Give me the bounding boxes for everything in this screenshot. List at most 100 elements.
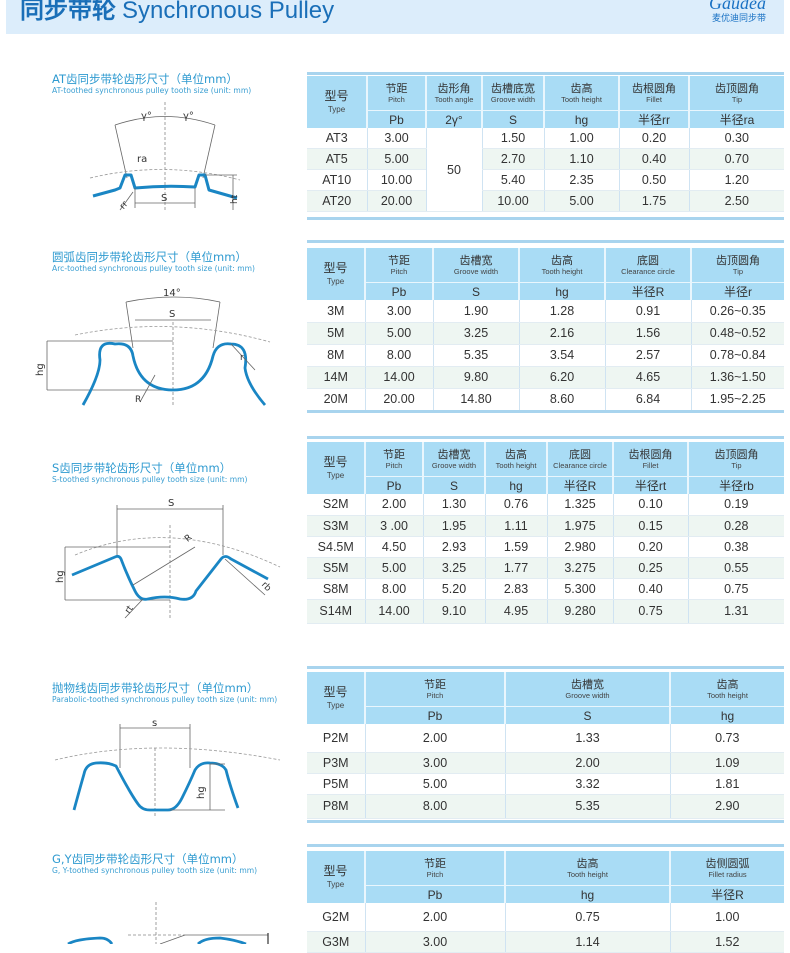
arc-header-height: 齿高 Tooth height <box>518 248 605 283</box>
gy-title-en: G, Y-toothed synchronous pulley tooth si… <box>52 866 258 875</box>
table-row: S8M 8.00 5.20 2.83 5.300 0.40 0.75 <box>307 578 784 600</box>
arc-title-cn: 圆弧齿同步带轮齿形尺寸（单位mm） <box>52 250 247 264</box>
arc-table: 型号 Type 节距 Pitch 齿槽宽 Groove width 齿高 Tooth h… <box>307 248 784 411</box>
parabolic-header-type: 型号 Type <box>307 672 365 724</box>
arc-table-topline <box>307 240 784 243</box>
at-header-pitch: 节距 Pitch <box>366 76 426 111</box>
brand-logo: Gaudea 麦优迪同步带 <box>709 0 766 25</box>
s-table: 型号 Type 节距 Pitch 齿槽宽 Groove width 齿高 Tooth h… <box>307 442 784 624</box>
at-sym-s: S <box>481 110 544 128</box>
table-row: 5M 5.00 3.25 2.16 1.56 0.48~0.52 <box>307 322 784 345</box>
parabolic-header-groove: 齿槽宽 Groove width <box>504 672 670 707</box>
table-row: 20M 20.00 14.80 8.60 6.84 1.95~2.25 <box>307 388 784 411</box>
at-table-topline <box>307 72 784 75</box>
at-header-angle: 齿形角 Tooth angle <box>425 76 482 111</box>
header-banner: 同步带轮 Synchronous Pulley Gaudea 麦优迪同步带 <box>6 0 784 34</box>
gy-header-pitch: 节距 Pitch <box>364 851 505 886</box>
page-title-cn: 同步带轮 <box>20 0 116 24</box>
arc-tooth-diagram: 14° S hg R r <box>35 288 271 406</box>
r-big-label: R <box>183 533 194 545</box>
r-small-label: r <box>240 353 244 363</box>
table-row: S3M 3 .00 1.95 1.11 1.975 0.15 0.28 <box>307 515 784 537</box>
s-label: S <box>168 498 174 509</box>
s-header-clearance: 底圆 Clearance circle <box>546 442 613 477</box>
arc-sym-hg: hg <box>518 282 605 300</box>
parabolic-table: 型号 Type 节距 Pitch 齿槽宽 Groove width 齿高 Tooth h… <box>307 672 784 819</box>
arc-section-title: 圆弧齿同步带轮齿形尺寸（单位mm） Arc-toothed synchronou… <box>52 250 255 274</box>
table-row: G2M 2.00 0.75 1.00 <box>307 903 784 932</box>
table-row: S4.5M 4.50 2.93 1.59 2.980 0.20 0.38 <box>307 536 784 558</box>
table-row: P8M 8.00 5.35 2.90 <box>307 794 784 819</box>
table-row: P2M 2.00 1.33 0.73 <box>307 724 784 753</box>
parabolic-sym-pb: Pb <box>364 706 505 724</box>
arc-header-groove: 齿槽宽 Groove width <box>432 248 519 283</box>
table-row: AT20 20.00 10.00 5.00 1.75 2.50 <box>307 190 784 212</box>
r-big-label: R <box>135 395 141 405</box>
s-header-groove: 齿槽宽 Groove width <box>422 442 485 477</box>
parabolic-sym-s: S <box>504 706 670 724</box>
ht-label: ht <box>230 194 240 204</box>
s-title-en: S-toothed synchronous pulley tooth size … <box>52 475 248 484</box>
s-sym-hg: hg <box>484 476 547 494</box>
s-header-height: 齿高 Tooth height <box>484 442 547 477</box>
s-sym-rt: 半径rt <box>612 476 688 494</box>
s-header-pitch: 节距 Pitch <box>364 442 423 477</box>
table-row: P3M 3.00 2.00 1.09 <box>307 752 784 774</box>
gy-header-height: 齿高 Tooth height <box>504 851 670 886</box>
parabolic-header-pitch: 节距 Pitch <box>364 672 505 707</box>
table-row: P5M 5.00 3.32 1.81 <box>307 773 784 795</box>
arc-title-en: Arc-toothed synchronous pulley tooth siz… <box>52 264 255 273</box>
at-section-title: AT齿同步带轮齿形尺寸（单位mm） AT-toothed synchronous… <box>52 72 251 96</box>
at-sym-rr: 半径rr <box>618 110 689 128</box>
at-header-tip: 齿顶圆角 Tip <box>688 76 784 111</box>
gamma-right-label: γ° <box>183 111 194 122</box>
ra-label: ra <box>137 154 147 165</box>
hg-label: hg <box>196 786 207 799</box>
table-row: 3M 3.00 1.90 1.28 0.91 0.26~0.35 <box>307 300 784 323</box>
arc-sym-s: S <box>432 282 519 300</box>
gy-header-fillet: 齿侧圆弧 Fillet radius <box>669 851 784 886</box>
table-row: 8M 8.00 5.35 3.54 2.57 0.78~0.84 <box>307 344 784 367</box>
parabolic-header-height: 齿高 Tooth height <box>669 672 784 707</box>
table-row: S14M 14.00 9.10 4.95 9.280 0.75 1.31 <box>307 599 784 624</box>
gy-table: 型号 Type 节距 Pitch 齿高 Tooth height 齿侧圆弧 Fillet… <box>307 851 784 953</box>
page-title: 同步带轮 Synchronous Pulley <box>20 0 334 25</box>
hg-label: hg <box>35 363 46 376</box>
arc-sym-r-big: 半径R <box>604 282 691 300</box>
s-header-tip: 齿顶圆角 Tip <box>687 442 784 477</box>
arc-header-pitch: 节距 Pitch <box>364 248 433 283</box>
at-sym-pb: Pb <box>366 110 426 128</box>
s-header-type: 型号 Type <box>307 442 365 494</box>
logo-script-text: Gaudea <box>709 0 766 13</box>
gy-sym-r: 半径R <box>669 885 784 903</box>
s-label: S <box>169 309 175 320</box>
arc-header-clearance: 底圆 Clearance circle <box>604 248 691 283</box>
page-title-en: Synchronous Pulley <box>122 0 335 24</box>
parabolic-sym-hg: hg <box>669 706 784 724</box>
s-sym-r: 半径R <box>546 476 613 494</box>
arc-table-bottomline <box>307 410 784 413</box>
arc-sym-pb: Pb <box>364 282 433 300</box>
at-header-height: 齿高 Tooth height <box>543 76 619 111</box>
table-row: 14M 14.00 9.80 6.20 4.65 1.36~1.50 <box>307 366 784 389</box>
s-tooth-diagram: S hg R rt rb <box>55 498 281 620</box>
at-title-en: AT-toothed synchronous pulley tooth size… <box>52 86 252 95</box>
s-section-title: S齿同步带轮齿形尺寸（单位mm） S-toothed synchronous p… <box>52 461 247 485</box>
at-title-cn: AT齿同步带轮齿形尺寸（单位mm） <box>52 72 238 86</box>
s-sym-pb: Pb <box>364 476 423 494</box>
parabolic-tooth-diagram: s hg <box>54 718 281 818</box>
parabolic-table-topline <box>307 666 784 669</box>
parabolic-table-bottomline <box>307 820 784 823</box>
s-sym-rb: 半径rb <box>687 476 784 494</box>
table-row: S2M 2.00 1.30 0.76 1.325 0.10 0.19 <box>307 494 784 516</box>
gy-sym-pb: Pb <box>364 885 505 903</box>
gy-table-topline <box>307 844 784 847</box>
gy-title-cn: G,Y齿同步带轮齿形尺寸（单位mm） <box>52 852 244 866</box>
arc-header-tip: 齿顶圆角 Tip <box>690 248 784 283</box>
s-header-fillet: 齿根圆角 Fillet <box>612 442 688 477</box>
table-row: AT5 5.00 2.70 1.10 0.40 0.70 <box>307 148 784 170</box>
logo-cn-text: 麦优迪同步带 <box>711 14 766 24</box>
at-sym-angle: 2γ° <box>425 110 482 128</box>
gy-header-type: 型号 Type <box>307 851 365 903</box>
at-merged-angle: 50 <box>425 128 482 212</box>
